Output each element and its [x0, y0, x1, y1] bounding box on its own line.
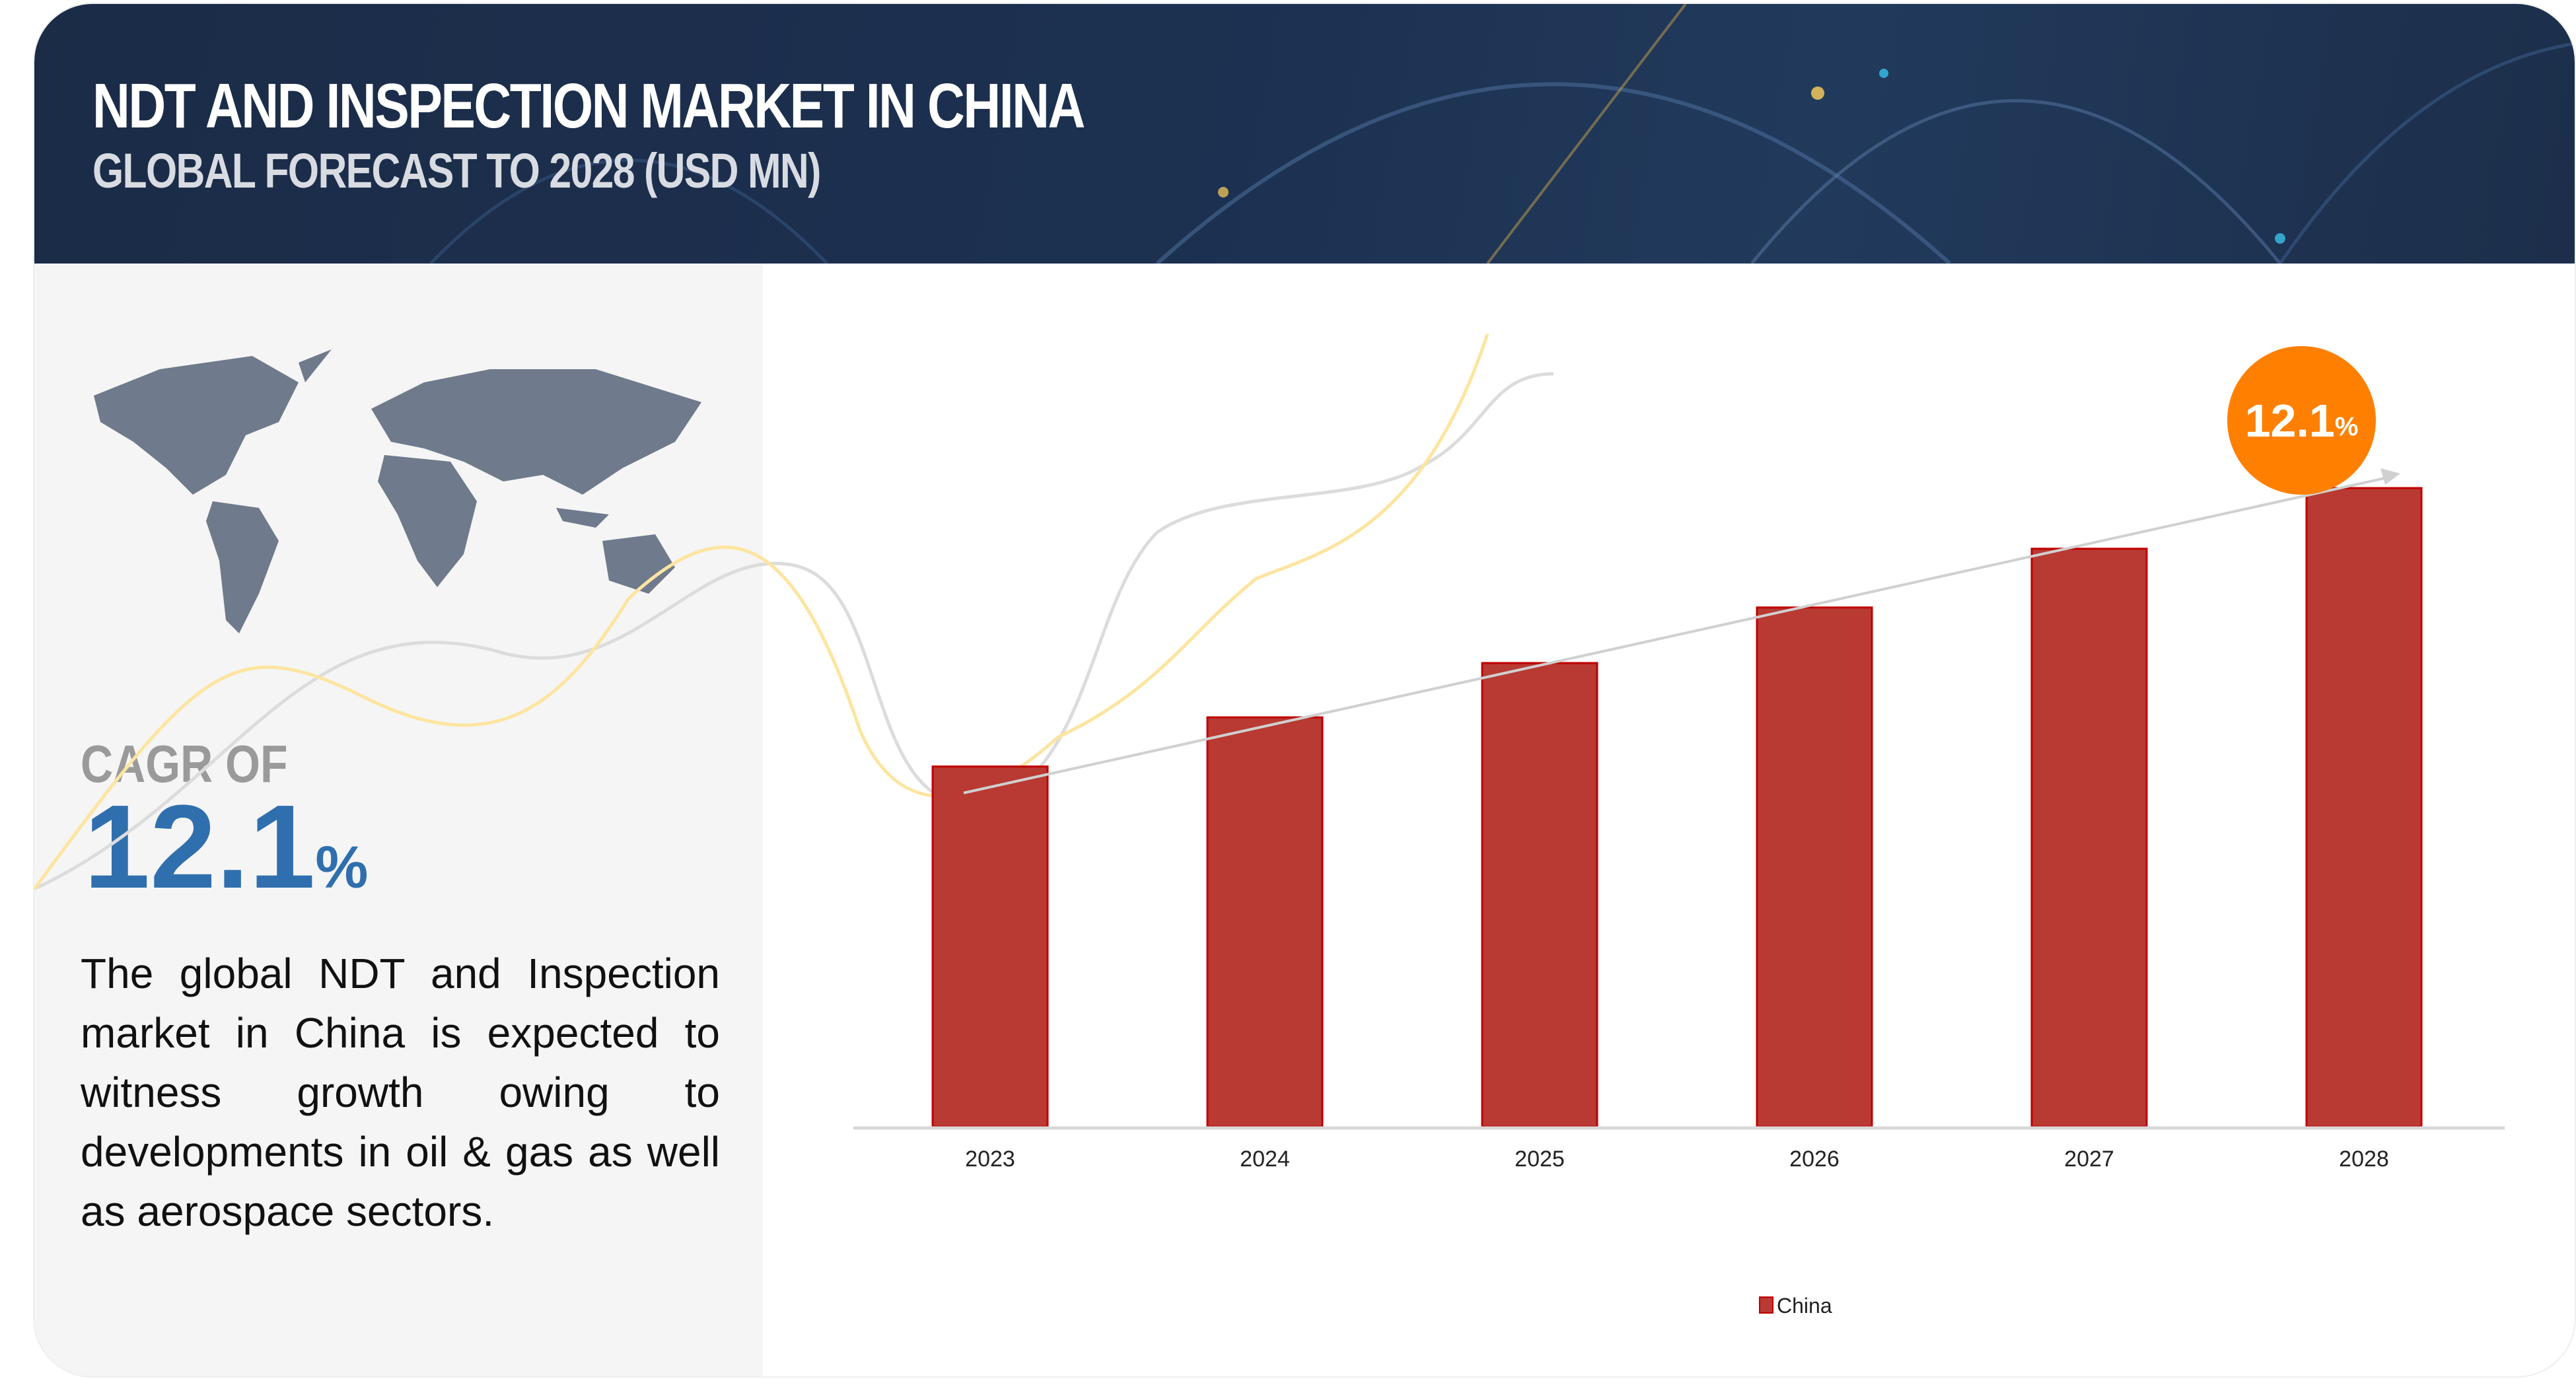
cagr-unit: %: [315, 835, 369, 901]
x-tick-label: 2026: [1789, 1147, 1840, 1172]
cagr-badge-unit: %: [2334, 412, 2359, 441]
x-tick-label: 2024: [1240, 1147, 1290, 1172]
summary-panel: CAGR OF 12.1% The global NDT and Inspect…: [34, 264, 763, 1376]
legend-label: China: [1777, 1294, 1832, 1318]
x-tick-label: 2027: [2064, 1147, 2114, 1172]
market-description: The global NDT and Inspection market in …: [81, 950, 720, 1235]
bar-2027: [2030, 548, 2148, 1128]
bar-2028: [2305, 487, 2423, 1128]
cagr-value: 12.1%: [84, 779, 368, 915]
x-tick-label: 2023: [965, 1147, 1015, 1172]
page-title: NDT AND INSPECTION MARKET IN CHINA: [92, 71, 1085, 141]
cagr-badge: 12.1%: [2227, 346, 2376, 495]
x-tick-label: 2025: [1515, 1147, 1565, 1172]
world-map-icon: [94, 349, 701, 633]
decorative-light-streaks: [429, 4, 2575, 264]
trend-arrow-line: [963, 475, 2394, 795]
cagr-number: 12.1: [84, 781, 316, 913]
infographic-card: NDT AND INSPECTION MARKET IN CHINA GLOBA…: [33, 3, 2576, 1378]
cagr-badge-value: 12.1: [2244, 394, 2335, 446]
bar-2026: [1756, 606, 1873, 1128]
page-subtitle: GLOBAL FORECAST TO 2028 (USD MN): [92, 143, 821, 198]
bar-2023: [931, 765, 1049, 1128]
legend-swatch: [1759, 1296, 1773, 1314]
header-banner: NDT AND INSPECTION MARKET IN CHINA GLOBA…: [34, 4, 2575, 264]
decorative-curve-yellow: [34, 334, 1489, 890]
bar-2024: [1206, 716, 1324, 1128]
bar-2025: [1481, 662, 1598, 1128]
trend-arrow-head: [2380, 468, 2400, 485]
bar-chart: 2023 2024 2025 2026 2027 2028 China: [34, 334, 2505, 1318]
decorative-curve-grey: [34, 372, 1554, 891]
x-tick-label: 2028: [2339, 1147, 2389, 1172]
